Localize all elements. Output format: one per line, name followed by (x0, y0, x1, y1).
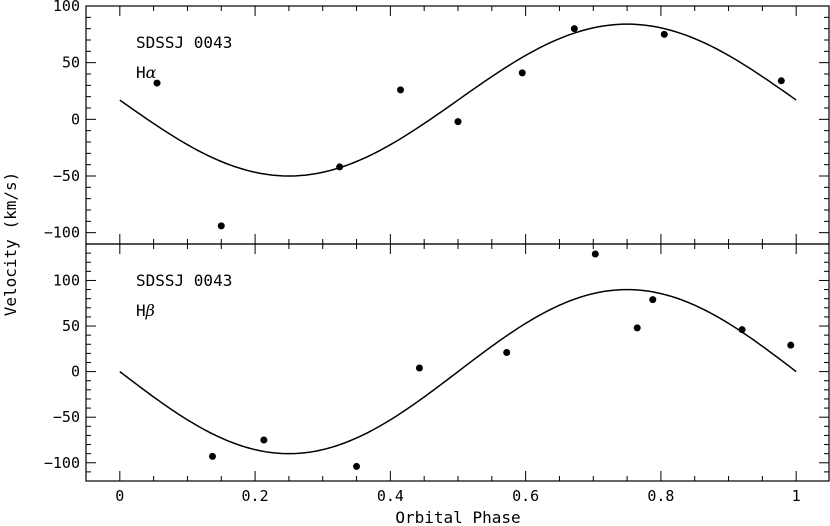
bottom-panel-hbeta: 0 0.2 0.4 0.6 0.8 1 −100 −50 0 50 100 SDSSJ 0043 Hβ (44, 243, 830, 505)
top-y-tick-label: 100 (53, 0, 80, 15)
top-data-point (777, 77, 785, 85)
bottom-line-label: Hβ (136, 301, 155, 320)
x-axis-label: Orbital Phase (395, 508, 520, 526)
bottom-fit-curve (119, 288, 797, 455)
top-y-tick-label: 50 (62, 54, 80, 72)
bottom-data-point (415, 364, 423, 372)
bottom-y-tick-label: −100 (44, 454, 80, 472)
bottom-y-tick-label: 50 (62, 317, 80, 335)
top-data-point (217, 222, 225, 230)
bottom-data-point (633, 324, 641, 332)
top-data-point (454, 118, 462, 126)
top-data-point (397, 86, 405, 94)
top-y-tick-label: −50 (53, 167, 80, 185)
top-line-greek-label: α (146, 63, 157, 82)
bottom-data-point (738, 326, 746, 334)
bottom-line-greek-label: β (145, 301, 155, 320)
top-object-label: SDSSJ 0043 (136, 33, 232, 52)
bottom-x-tick-label: 1 (792, 487, 801, 505)
top-data-point (336, 163, 344, 171)
top-data-point (153, 79, 161, 87)
bottom-data-point (208, 452, 216, 460)
top-fit-curve (119, 23, 797, 177)
bottom-data-point (353, 462, 361, 470)
top-data-point (518, 69, 526, 77)
bottom-x-tick-label: 0 (115, 487, 124, 505)
bottom-x-tick-label: 0.4 (377, 487, 404, 505)
y-axis-label: Velocity (km/s) (1, 172, 20, 317)
bottom-object-label: SDSSJ 0043 (136, 271, 232, 290)
bottom-x-tick-label: 0.2 (242, 487, 269, 505)
top-y-tick-label: −100 (44, 224, 80, 242)
bottom-y-tick-label: 0 (71, 363, 80, 381)
bottom-x-tick-label: 0.8 (647, 487, 674, 505)
bottom-y-tick-label: 100 (53, 271, 80, 289)
top-line-label: Hα (136, 63, 157, 82)
top-panel-halpha: −100 −50 0 50 100 SDSSJ 0043 Hα (44, 0, 830, 245)
bottom-x-tick-label: 0.6 (512, 487, 539, 505)
top-y-tick-label: 0 (71, 110, 80, 128)
bottom-y-tick-label: −50 (53, 408, 80, 426)
bottom-data-point (260, 436, 268, 444)
bottom-data-point (591, 250, 599, 258)
bottom-data-point (503, 348, 511, 356)
top-data-point (660, 30, 668, 38)
bottom-data-point (649, 296, 657, 304)
top-data-point (570, 25, 578, 33)
bottom-data-point (787, 341, 795, 349)
